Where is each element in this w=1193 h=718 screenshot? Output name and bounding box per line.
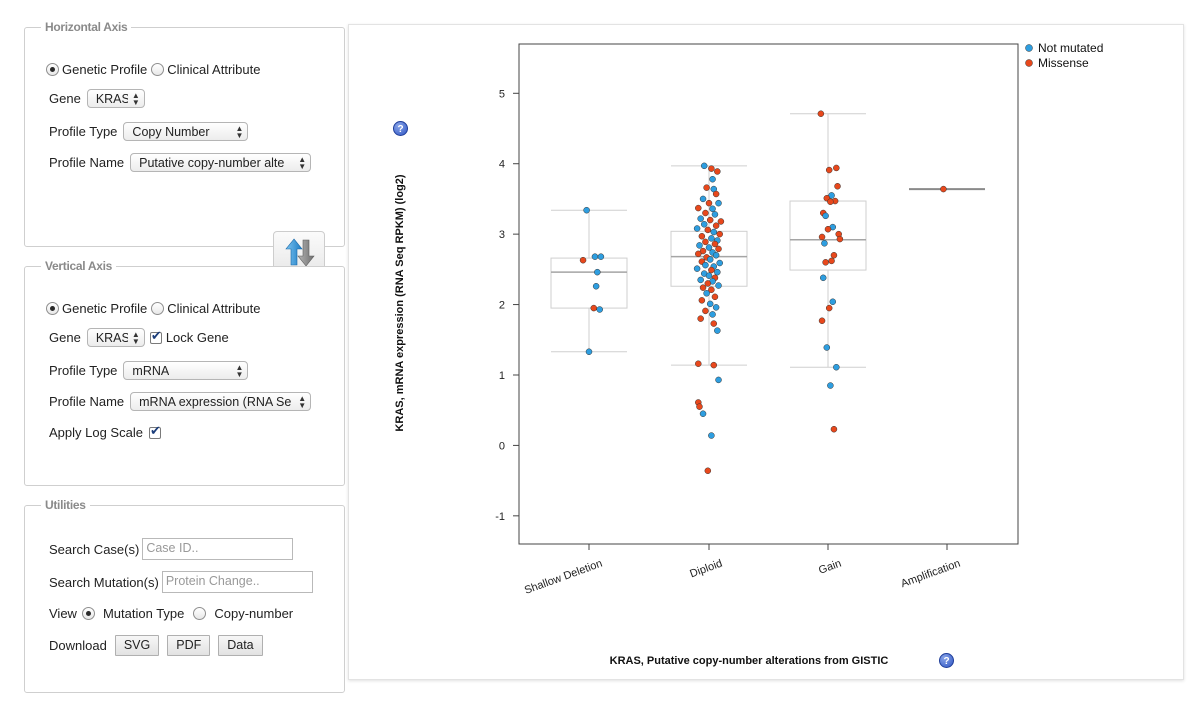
y-axis-help-icon[interactable]: ? xyxy=(393,121,408,136)
apply-log-scale-label: Apply Log Scale xyxy=(49,425,143,440)
horizontal-gene-value: KRAS xyxy=(95,91,128,106)
horizontal-genetic-profile-label: Genetic Profile xyxy=(62,62,148,77)
select-arrows-icon: ▲ ▼ xyxy=(131,329,140,346)
plot-container xyxy=(348,24,1184,680)
apply-log-scale-row: Apply Log Scale xyxy=(49,424,165,440)
lock-gene-label: Lock Gene xyxy=(165,330,229,345)
vertical-profile-type-row: Profile Type mRNA ▲ ▼ xyxy=(49,361,249,380)
horizontal-profile-type-row: Profile Type Copy Number ▲ ▼ xyxy=(49,122,249,141)
utilities-panel: Utilities xyxy=(24,498,345,693)
vertical-gene-value: KRAS xyxy=(95,330,128,345)
view-copy-number-radio[interactable] xyxy=(193,607,207,620)
select-arrows-icon: ▲ ▼ xyxy=(298,393,307,410)
view-mutation-type-radio[interactable] xyxy=(81,607,95,620)
vertical-clinical-attribute-label: Clinical Attribute xyxy=(167,301,261,316)
select-arrows-icon: ▲ ▼ xyxy=(235,123,244,140)
search-cases-row: Search Case(s) Case ID.. xyxy=(49,538,294,560)
search-cases-input[interactable]: Case ID.. xyxy=(142,538,294,560)
horizontal-gene-row: Gene KRAS ▲ ▼ xyxy=(49,89,145,108)
horizontal-profile-name-value: Putative copy-number alte xyxy=(139,155,285,170)
horizontal-profile-name-row: Profile Name Putative copy-number alte ▲… xyxy=(49,153,312,172)
vertical-genetic-profile-radio[interactable] xyxy=(46,302,59,315)
vertical-profile-name-label: Profile Name xyxy=(49,394,125,409)
search-mutation-row: Search Mutation(s) Protein Change.. xyxy=(49,571,313,593)
vertical-axis-legend: Vertical Axis xyxy=(45,259,113,273)
lock-gene-checkbox[interactable] xyxy=(149,329,162,344)
vertical-profile-source-row: Genetic Profile Clinical Attribute xyxy=(46,301,260,316)
vertical-profile-name-value: mRNA expression (RNA Se xyxy=(139,394,292,409)
download-data-button[interactable]: Data xyxy=(218,635,263,656)
download-svg-button[interactable]: SVG xyxy=(114,635,160,656)
select-arrows-icon: ▲ ▼ xyxy=(235,362,244,379)
vertical-profile-name-row: Profile Name mRNA expression (RNA Se ▲ ▼ xyxy=(49,392,312,411)
utilities-legend: Utilities xyxy=(45,498,86,512)
apply-log-scale-checkbox[interactable] xyxy=(148,424,161,439)
search-cases-label: Search Case(s) xyxy=(49,541,140,557)
horizontal-gene-select[interactable]: KRAS ▲ ▼ xyxy=(86,89,145,108)
vertical-gene-label: Gene xyxy=(49,330,81,345)
horizontal-profile-name-select[interactable]: Putative copy-number alte ▲ ▼ xyxy=(130,153,312,172)
download-label: Download xyxy=(49,638,107,653)
view-mode-row: View Mutation Type Copy-number xyxy=(49,606,293,621)
vertical-gene-row: Gene KRAS ▲▼ Lock Gene xyxy=(49,328,229,347)
vertical-genetic-profile-label: Genetic Profile xyxy=(62,301,148,316)
select-arrows-icon: ▲ ▼ xyxy=(298,154,307,171)
view-label: View xyxy=(49,606,77,621)
vertical-profile-type-select[interactable]: mRNA ▲ ▼ xyxy=(123,361,249,380)
horizontal-gene-label: Gene xyxy=(49,91,81,106)
vertical-clinical-attribute-radio[interactable] xyxy=(151,302,165,315)
download-row: Download SVG PDF Data xyxy=(49,635,263,656)
horizontal-profile-type-value: Copy Number xyxy=(132,124,210,139)
vertical-profile-type-value: mRNA xyxy=(132,363,170,378)
horizontal-profile-name-label: Profile Name xyxy=(49,155,125,170)
vertical-gene-select[interactable]: KRAS ▲ ▼ xyxy=(86,328,145,347)
view-mutation-type-label: Mutation Type xyxy=(102,606,185,621)
horizontal-profile-type-select[interactable]: Copy Number ▲ ▼ xyxy=(123,122,249,141)
vertical-profile-type-label: Profile Type xyxy=(49,363,118,378)
view-copy-number-label: Copy-number xyxy=(214,606,294,621)
search-mutation-label: Search Mutation(s) xyxy=(49,574,159,590)
horizontal-axis-legend: Horizontal Axis xyxy=(45,20,128,34)
x-axis-help-icon[interactable]: ? xyxy=(939,653,954,668)
horizontal-profile-source-row: Genetic Profile Clinical Attribute xyxy=(46,62,260,77)
select-arrows-icon: ▲ ▼ xyxy=(131,90,140,107)
horizontal-clinical-attribute-label: Clinical Attribute xyxy=(167,62,261,77)
horizontal-clinical-attribute-radio[interactable] xyxy=(151,63,165,76)
download-pdf-button[interactable]: PDF xyxy=(167,635,211,656)
horizontal-profile-type-label: Profile Type xyxy=(49,124,118,139)
vertical-profile-name-select[interactable]: mRNA expression (RNA Se ▲ ▼ xyxy=(130,392,312,411)
search-mutation-input[interactable]: Protein Change.. xyxy=(161,571,313,593)
horizontal-genetic-profile-radio[interactable] xyxy=(46,63,59,76)
